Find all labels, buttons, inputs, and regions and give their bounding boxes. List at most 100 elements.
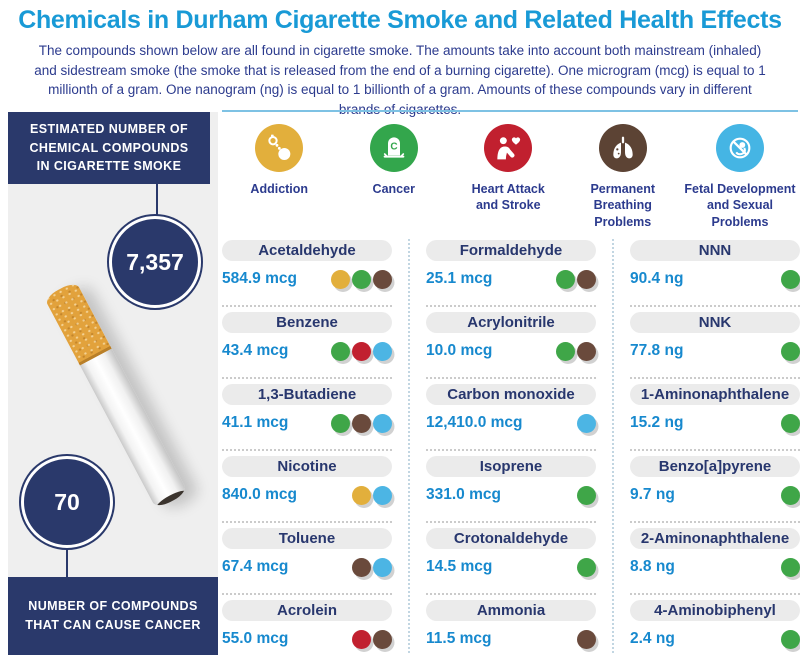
chemical-entry: NNN 90.4 ng [630,233,800,305]
cancer-compounds-label: NUMBER OF COMPOUNDS THAT CAN CAUSE CANCE… [8,577,218,655]
chemical-entry: 1,3-Butadiene 41.1 mcg [222,377,392,449]
estimated-compounds-value: 7,357 [109,216,201,308]
chemical-name-pill: Nicotine [222,456,392,477]
effect-dot-cancer [781,269,800,289]
chemical-amount: 14.5 mcg [426,558,493,575]
chemical-entry: Toluene 67.4 mcg [222,521,392,593]
effect-dots [331,341,392,361]
legend-item-heart-attack: Heart Attack and Stroke [451,124,566,230]
chemical-entry: Benzene 43.4 mcg [222,305,392,377]
chemical-name-pill: 1-Aminonaphthalene [630,384,800,405]
chemical-amount: 9.7 ng [630,486,675,503]
effect-dot-cancer [781,557,800,577]
chemicals-grid: Acetaldehyde 584.9 mcg Benzene 43.4 mcg … [222,233,800,665]
chemical-entry: Acrylonitrile 10.0 mcg [426,305,596,377]
chemical-name-pill: NNK [630,312,800,333]
chemical-amount: 25.1 mcg [426,270,493,287]
chemical-name-pill: NNN [630,240,800,261]
chemical-amount: 15.2 ng [630,414,684,431]
effect-dot-cancer [331,341,350,361]
effect-dots [781,413,800,433]
chemical-entry: Nicotine 840.0 mcg [222,449,392,521]
chemical-amount: 41.1 mcg [222,414,289,431]
effect-dot-breathing [577,269,596,289]
fetus-crossed-icon [716,124,764,172]
chemical-entry: NNK 77.8 ng [630,305,800,377]
effect-dots [331,269,392,289]
legend-item-breathing: Permanent Breathing Problems [566,124,681,230]
chemical-amount: 77.8 ng [630,342,684,359]
effect-dots [781,629,800,649]
chemical-amount: 584.9 mcg [222,270,297,287]
chemical-amount: 840.0 mcg [222,486,297,503]
effect-dot-fetal [373,341,392,361]
effect-dots [556,341,596,361]
chemical-entry: Isoprene 331.0 mcg [426,449,596,521]
page-title: Chemicals in Durham Cigarette Smoke and … [18,6,782,34]
legend-label: Permanent Breathing Problems [590,182,656,229]
chemical-entry: Acrolein 55.0 mcg [222,593,392,665]
effect-dot-breathing [577,629,596,649]
heart-attack-icon [484,124,533,172]
chemicals-column-2: Formaldehyde 25.1 mcg Acrylonitrile 10.0… [426,233,596,665]
effect-dot-fetal [373,557,392,577]
effect-dot-fetal [373,485,392,505]
effect-dots [781,269,800,289]
effect-dot-cancer [781,629,800,649]
legend-label: Cancer [372,182,415,196]
effect-dot-addiction [352,485,371,505]
chemical-entry: 1-Aminonaphthalene 15.2 ng [630,377,800,449]
column-divider [392,233,426,665]
svg-text:C: C [390,141,397,152]
effect-dot-cancer [556,341,575,361]
effect-dot-breathing [352,557,371,577]
effect-dots [577,413,596,433]
chemical-name-pill: Benzene [222,312,392,333]
chemical-amount: 2.4 ng [630,630,675,647]
legend-label: Addiction [250,182,309,196]
column-divider [596,233,630,665]
chemical-amount: 12,410.0 mcg [426,414,523,431]
tombstone-icon: C [369,124,418,172]
chemical-amount: 43.4 mcg [222,342,289,359]
estimated-compounds-label: ESTIMATED NUMBER OF CHEMICAL COMPOUNDS I… [8,112,210,184]
chemical-name-pill: 2-Aminonaphthalene [630,528,800,549]
chemical-entry: Benzo[a]pyrene 9.7 ng [630,449,800,521]
chemical-name-pill: Crotonaldehyde [426,528,596,549]
connector-line [66,548,68,578]
chemical-name-pill: Acetaldehyde [222,240,392,261]
effect-dots [352,485,392,505]
effect-dot-cancer [781,413,800,433]
effect-dot-fetal [577,413,596,433]
chemical-entry: 4-Aminobiphenyl 2.4 ng [630,593,800,665]
effect-dots [577,629,596,649]
chemical-amount: 67.4 mcg [222,558,289,575]
effect-dots [331,413,392,433]
effect-dot-cancer [577,485,596,505]
chemical-entry: Carbon monoxide 12,410.0 mcg [426,377,596,449]
effect-dot-breathing [577,341,596,361]
chemical-amount: 11.5 mcg [426,630,492,647]
cigarette-stats-panel: ESTIMATED NUMBER OF CHEMICAL COMPOUNDS I… [8,112,218,655]
effect-dots [577,557,596,577]
chemical-name-pill: 4-Aminobiphenyl [630,600,800,621]
chemical-entry: 2-Aminonaphthalene 8.8 ng [630,521,800,593]
chemical-entry: Ammonia 11.5 mcg [426,593,596,665]
chemical-name-pill: Toluene [222,528,392,549]
chemical-amount: 55.0 mcg [222,630,289,647]
effect-dot-cancer [781,341,800,361]
chemical-amount: 90.4 ng [630,270,684,287]
effect-dots [352,557,392,577]
chemical-amount: 10.0 mcg [426,342,493,359]
chemicals-column-3: NNN 90.4 ng NNK 77.8 ng 1-Aminonaphthale… [630,233,800,665]
effect-dot-cancer [331,413,350,433]
chemical-name-pill: 1,3-Butadiene [222,384,392,405]
effect-dot-breathing [352,413,371,433]
effect-dot-fetal [373,413,392,433]
legend-label: Fetal Development and Sexual Problems [684,182,796,229]
effect-dots [556,269,596,289]
effect-dots [781,485,800,505]
lungs-icon [598,124,647,172]
chemical-name-pill: Acrolein [222,600,392,621]
effect-dot-heart [352,629,371,649]
